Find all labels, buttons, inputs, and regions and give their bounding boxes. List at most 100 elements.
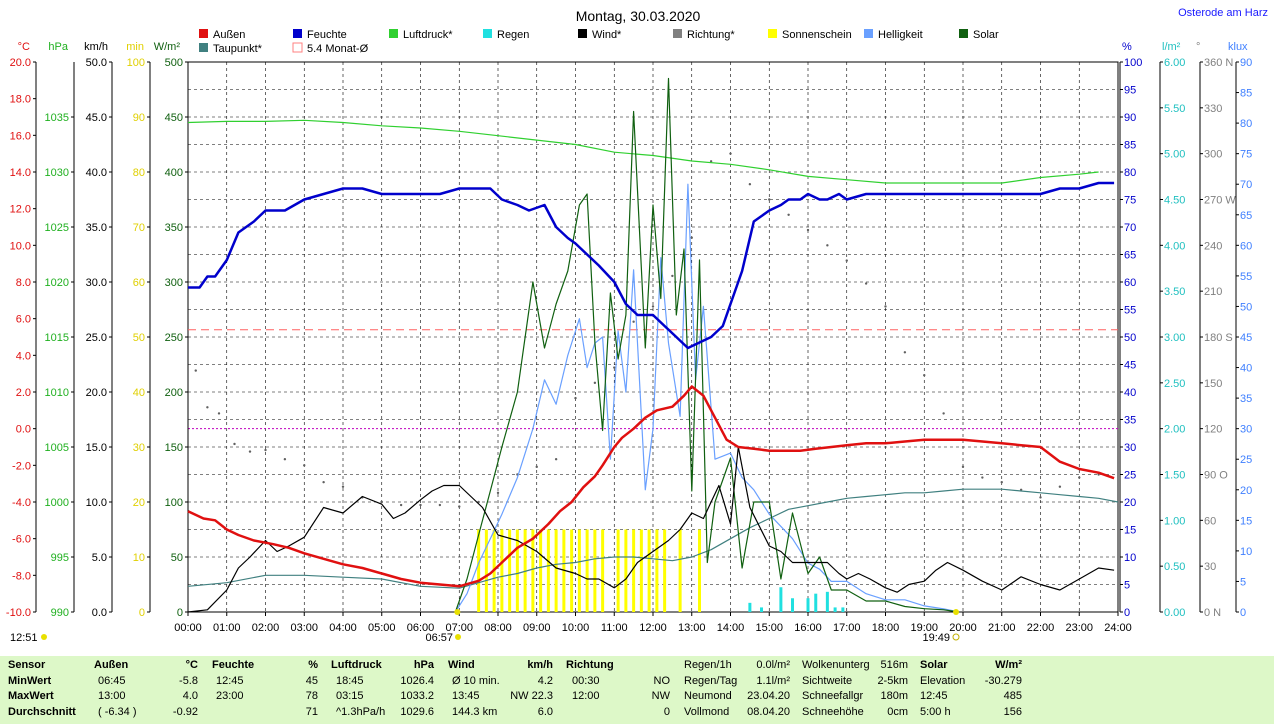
stats-cell: 516m — [880, 659, 908, 671]
axis-tick-label: 3.00 — [1164, 332, 1185, 344]
axis-tick-label: 0 — [139, 607, 145, 619]
time-tick-label: 01:00 — [213, 622, 241, 634]
direction-point — [206, 406, 209, 409]
sunshine-bar — [647, 529, 651, 612]
sunrise-marker — [454, 609, 461, 615]
direction-point — [748, 183, 752, 186]
stats-cell: NW — [651, 690, 670, 702]
axis-tick-label: 40 — [1240, 363, 1252, 375]
stats-header: km/h — [527, 659, 553, 671]
time-tick-label: 09:00 — [523, 622, 551, 634]
sunshine-bar — [678, 529, 682, 612]
axis-tick-label: 50 — [1124, 332, 1136, 344]
axis-tick-label: 90 — [1240, 57, 1252, 69]
stats-cell: Regen/Tag — [684, 674, 738, 687]
stats-cell: 1026.4 — [400, 674, 434, 687]
axis-tick-label: 0.50 — [1164, 561, 1185, 573]
axis-tick-label: -10.0 — [6, 607, 31, 619]
stats-cell: 23.04.20 — [747, 690, 790, 702]
wind-line — [187, 446, 1115, 613]
axis-tick-label: 65 — [1240, 210, 1252, 222]
rain-bar — [779, 587, 783, 612]
axis-tick-label: 1005 — [45, 442, 69, 454]
sunshine-bar — [531, 529, 535, 612]
axis-unit: l/m² — [1162, 41, 1181, 53]
time-tick-label: 02:00 — [252, 622, 280, 634]
axis-tick-label: 15 — [1124, 525, 1136, 537]
stats-cell: Ø 10 min. — [452, 674, 500, 687]
axis-unit: klux — [1228, 41, 1248, 53]
time-tick-label: 03:00 — [290, 622, 318, 634]
direction-point — [729, 152, 732, 155]
axis-tick-label: 60 — [1204, 515, 1216, 527]
sunshine-bar — [484, 529, 488, 612]
axis-tick-label: 75 — [1240, 149, 1252, 161]
axis-tick-label: 1025 — [45, 222, 69, 234]
legend-label: Feuchte — [307, 29, 347, 41]
stats-cell: 0cm — [887, 705, 908, 718]
stats-cell: 08.04.20 — [747, 705, 790, 718]
stats-cell: 1029.6 — [400, 705, 434, 718]
direction-point — [217, 412, 221, 415]
direction-point — [864, 282, 868, 285]
time-tick-label: 23:00 — [1065, 622, 1093, 634]
direction-point — [768, 198, 771, 201]
sunshine-bar — [515, 529, 519, 612]
axis-unit: % — [1122, 41, 1132, 53]
axis-tick-label: 0 — [177, 607, 183, 619]
axis-tick-label: 30 — [133, 442, 145, 454]
stats-cell: Schneehöhe — [802, 705, 864, 718]
axis-tick-label: 0.0 — [16, 424, 31, 436]
dewpoint-line — [187, 488, 1119, 589]
direction-point — [341, 485, 345, 488]
axis-tick-label: 40 — [133, 387, 145, 399]
stats-cell: Vollmond — [684, 705, 730, 718]
axis-tick-label: 60 — [133, 277, 145, 289]
stats-header: Sensor — [8, 659, 46, 671]
stats-cell: 23:00 — [216, 690, 244, 702]
direction-point — [593, 381, 597, 385]
time-tick-label: 24:00 — [1104, 622, 1132, 634]
axis-tick-label: 20 — [133, 497, 145, 509]
stats-cell: -0.92 — [172, 705, 198, 718]
time-tick-label: 17:00 — [833, 622, 861, 634]
axis-tick-label: 995 — [51, 552, 69, 564]
sunset-label: 19:49 — [922, 632, 950, 644]
time-tick-label: 12:00 — [639, 622, 667, 634]
stats-cell: Schneefallgr — [802, 690, 864, 702]
axis-tick-label: 1.50 — [1164, 470, 1185, 482]
axis-tick-label: 150 — [1204, 378, 1222, 390]
sunshine-bar — [663, 529, 667, 612]
stats-cell: 4.0 — [182, 690, 198, 702]
time-tick-label: 19:00 — [910, 622, 938, 634]
axis-tick-label: 5.50 — [1164, 103, 1185, 115]
legend-swatch — [293, 29, 302, 38]
legend-label: 5.4 Monat-Ø — [307, 43, 369, 55]
moon-time-label: 12:51 — [10, 632, 38, 644]
humidity-line — [188, 181, 1115, 350]
stats-cell: 03:15 — [336, 690, 364, 702]
rain-bar — [833, 607, 837, 612]
legend-swatch — [673, 29, 682, 38]
time-tick-label: 22:00 — [1027, 622, 1055, 634]
stats-cell: 6.0 — [537, 705, 553, 718]
stats-cell: Neumond — [684, 690, 732, 702]
axis-tick-label: 45.0 — [86, 112, 107, 124]
axis-tick-label: 30 — [1204, 561, 1216, 573]
axis-tick-label: 10.0 — [86, 497, 107, 509]
axis-tick-label: 80 — [1124, 167, 1136, 179]
axis-tick-label: 15 — [1240, 515, 1252, 527]
sunset-icon — [952, 633, 960, 641]
stats-row-label: Durchschnitt — [8, 705, 76, 718]
solar-line — [454, 77, 960, 613]
direction-point — [826, 244, 829, 247]
sunset-marker — [953, 609, 960, 615]
axis-unit: W/m² — [154, 41, 181, 53]
stats-cell: 0.0l/m² — [756, 659, 790, 671]
axis-tick-label: 1020 — [45, 277, 69, 289]
direction-point — [574, 396, 577, 400]
direction-point — [283, 458, 287, 461]
axis-tick-label: 4.50 — [1164, 195, 1185, 207]
direction-point — [942, 412, 945, 415]
axis-tick-label: 210 — [1204, 286, 1222, 298]
